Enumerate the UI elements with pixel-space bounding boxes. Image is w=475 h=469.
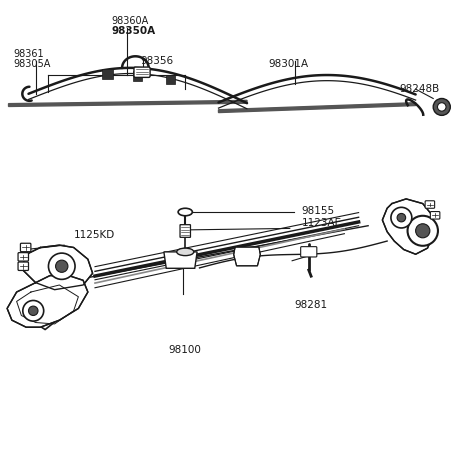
Circle shape bbox=[56, 260, 68, 272]
Circle shape bbox=[391, 207, 412, 228]
Circle shape bbox=[408, 216, 438, 246]
Circle shape bbox=[23, 301, 44, 321]
Text: 98281: 98281 bbox=[294, 300, 328, 310]
Circle shape bbox=[48, 253, 75, 280]
Polygon shape bbox=[234, 247, 260, 266]
Ellipse shape bbox=[177, 248, 194, 256]
FancyBboxPatch shape bbox=[425, 201, 435, 208]
Text: 98301A: 98301A bbox=[268, 59, 308, 68]
Polygon shape bbox=[102, 69, 113, 79]
Polygon shape bbox=[164, 252, 197, 268]
FancyBboxPatch shape bbox=[430, 212, 440, 219]
FancyBboxPatch shape bbox=[18, 253, 28, 261]
Polygon shape bbox=[26, 278, 74, 330]
Polygon shape bbox=[21, 245, 93, 290]
FancyBboxPatch shape bbox=[20, 243, 31, 252]
Text: 98356: 98356 bbox=[140, 56, 173, 66]
Text: 98100: 98100 bbox=[169, 345, 201, 355]
Text: 1125KD: 1125KD bbox=[74, 230, 115, 240]
Polygon shape bbox=[166, 75, 175, 84]
Polygon shape bbox=[218, 103, 416, 113]
Polygon shape bbox=[133, 71, 142, 81]
Circle shape bbox=[397, 213, 406, 222]
Text: 98155: 98155 bbox=[302, 206, 335, 216]
Circle shape bbox=[28, 306, 38, 316]
Text: 98360A: 98360A bbox=[112, 16, 149, 26]
Circle shape bbox=[437, 103, 446, 111]
FancyBboxPatch shape bbox=[18, 262, 28, 271]
Text: 98248B: 98248B bbox=[399, 84, 439, 94]
Polygon shape bbox=[382, 199, 435, 254]
Ellipse shape bbox=[178, 208, 192, 216]
Circle shape bbox=[416, 224, 430, 238]
Text: 98361: 98361 bbox=[13, 49, 44, 59]
FancyBboxPatch shape bbox=[180, 225, 190, 237]
Text: 1123AE: 1123AE bbox=[302, 218, 342, 228]
Polygon shape bbox=[7, 276, 88, 327]
Text: 98305A: 98305A bbox=[13, 59, 51, 68]
Polygon shape bbox=[9, 100, 247, 106]
FancyBboxPatch shape bbox=[134, 67, 150, 77]
FancyBboxPatch shape bbox=[301, 247, 317, 257]
Text: 98350A: 98350A bbox=[112, 26, 156, 36]
Circle shape bbox=[433, 98, 450, 115]
